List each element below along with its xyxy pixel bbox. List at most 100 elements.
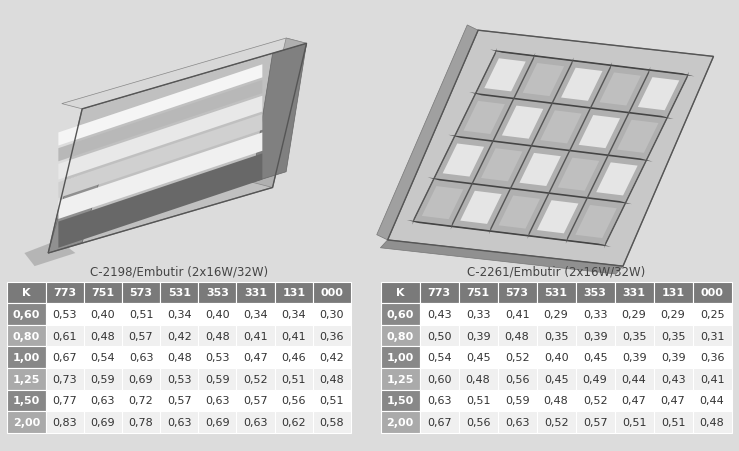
Text: 0,48: 0,48	[700, 417, 724, 427]
Text: 0,60: 0,60	[13, 309, 40, 319]
Text: 0,80: 0,80	[13, 331, 40, 341]
Text: 0,60: 0,60	[427, 374, 452, 384]
Text: 0,51: 0,51	[661, 417, 685, 427]
Text: 0,56: 0,56	[466, 417, 491, 427]
Polygon shape	[617, 120, 658, 153]
Text: 0,34: 0,34	[282, 309, 306, 319]
Text: 0,69: 0,69	[129, 374, 153, 384]
Text: 0,29: 0,29	[621, 309, 647, 319]
Polygon shape	[540, 111, 582, 144]
Polygon shape	[490, 51, 695, 77]
Polygon shape	[489, 58, 573, 235]
Polygon shape	[502, 106, 543, 139]
Polygon shape	[381, 240, 623, 274]
Polygon shape	[388, 31, 714, 267]
Text: 0,48: 0,48	[505, 331, 529, 341]
Text: 0,33: 0,33	[583, 309, 607, 319]
Text: 0,51: 0,51	[466, 396, 491, 405]
Polygon shape	[576, 206, 617, 239]
Text: 0,69: 0,69	[91, 417, 115, 427]
Text: 000: 000	[701, 288, 723, 298]
Text: 0,43: 0,43	[661, 374, 685, 384]
Text: C-2261/Embutir (2x16W/32W): C-2261/Embutir (2x16W/32W)	[467, 265, 645, 278]
Text: 0,53: 0,53	[205, 352, 230, 363]
Text: 1,50: 1,50	[386, 396, 414, 405]
Text: 0,43: 0,43	[427, 309, 452, 319]
Text: 0,45: 0,45	[583, 352, 607, 363]
Text: 773: 773	[53, 288, 76, 298]
Text: 1,50: 1,50	[13, 396, 40, 405]
Text: 0,48: 0,48	[319, 374, 344, 384]
Text: 331: 331	[244, 288, 267, 298]
Text: 353: 353	[584, 288, 607, 298]
Text: 531: 531	[545, 288, 568, 298]
Text: 2,00: 2,00	[13, 417, 40, 427]
Text: 751: 751	[466, 288, 490, 298]
Text: 0,35: 0,35	[661, 331, 685, 341]
Polygon shape	[58, 81, 262, 162]
Text: 0,29: 0,29	[544, 309, 568, 319]
Text: 0,50: 0,50	[427, 331, 452, 341]
Text: 0,51: 0,51	[621, 417, 647, 427]
Polygon shape	[469, 93, 673, 120]
Text: 0,33: 0,33	[466, 309, 491, 319]
Text: 0,78: 0,78	[129, 417, 154, 427]
Text: 0,69: 0,69	[205, 417, 230, 427]
Text: 2,00: 2,00	[386, 417, 414, 427]
Text: 0,36: 0,36	[320, 331, 344, 341]
Polygon shape	[413, 52, 688, 246]
Polygon shape	[484, 59, 525, 92]
Polygon shape	[566, 68, 650, 244]
Text: 0,35: 0,35	[621, 331, 647, 341]
Text: 0,30: 0,30	[320, 309, 344, 319]
Text: 353: 353	[206, 288, 229, 298]
Polygon shape	[561, 69, 602, 101]
Text: 0,42: 0,42	[319, 352, 344, 363]
Text: 0,57: 0,57	[583, 417, 607, 427]
Text: 0,48: 0,48	[167, 352, 191, 363]
Polygon shape	[48, 44, 307, 253]
Text: 0,80: 0,80	[386, 331, 414, 341]
Polygon shape	[58, 154, 262, 248]
Text: 0,39: 0,39	[621, 352, 647, 363]
Polygon shape	[449, 135, 653, 162]
Text: 751: 751	[92, 288, 115, 298]
Text: 0,47: 0,47	[243, 352, 268, 363]
Polygon shape	[605, 73, 689, 249]
Text: 331: 331	[622, 288, 646, 298]
Text: 0,73: 0,73	[52, 374, 77, 384]
Text: 0,35: 0,35	[544, 331, 568, 341]
Text: 0,39: 0,39	[583, 331, 607, 341]
Text: 573: 573	[129, 288, 152, 298]
Polygon shape	[58, 115, 262, 198]
Polygon shape	[579, 116, 620, 149]
Text: 0,56: 0,56	[505, 374, 529, 384]
Text: 0,36: 0,36	[700, 352, 724, 363]
Text: 0,59: 0,59	[205, 374, 230, 384]
Text: 0,39: 0,39	[466, 331, 491, 341]
Text: 0,48: 0,48	[205, 331, 230, 341]
Text: 000: 000	[321, 288, 344, 298]
Text: 0,47: 0,47	[661, 396, 686, 405]
Text: 0,45: 0,45	[466, 352, 491, 363]
Text: 0,63: 0,63	[427, 396, 452, 405]
Text: 131: 131	[661, 288, 684, 298]
Polygon shape	[58, 65, 262, 146]
Text: 0,51: 0,51	[320, 396, 344, 405]
Polygon shape	[412, 49, 497, 225]
Polygon shape	[596, 163, 638, 196]
Text: 0,40: 0,40	[544, 352, 568, 363]
Text: 0,48: 0,48	[466, 374, 491, 384]
Text: 0,60: 0,60	[386, 309, 414, 319]
Polygon shape	[62, 39, 307, 110]
Text: 531: 531	[168, 288, 191, 298]
Text: 0,29: 0,29	[661, 309, 686, 319]
Text: 0,57: 0,57	[243, 396, 268, 405]
Text: 0,25: 0,25	[700, 309, 724, 319]
Polygon shape	[460, 191, 502, 225]
Text: 0,46: 0,46	[282, 352, 306, 363]
Polygon shape	[422, 187, 463, 220]
Text: 0,41: 0,41	[700, 374, 724, 384]
Text: 0,40: 0,40	[205, 309, 230, 319]
Text: 0,63: 0,63	[205, 396, 230, 405]
